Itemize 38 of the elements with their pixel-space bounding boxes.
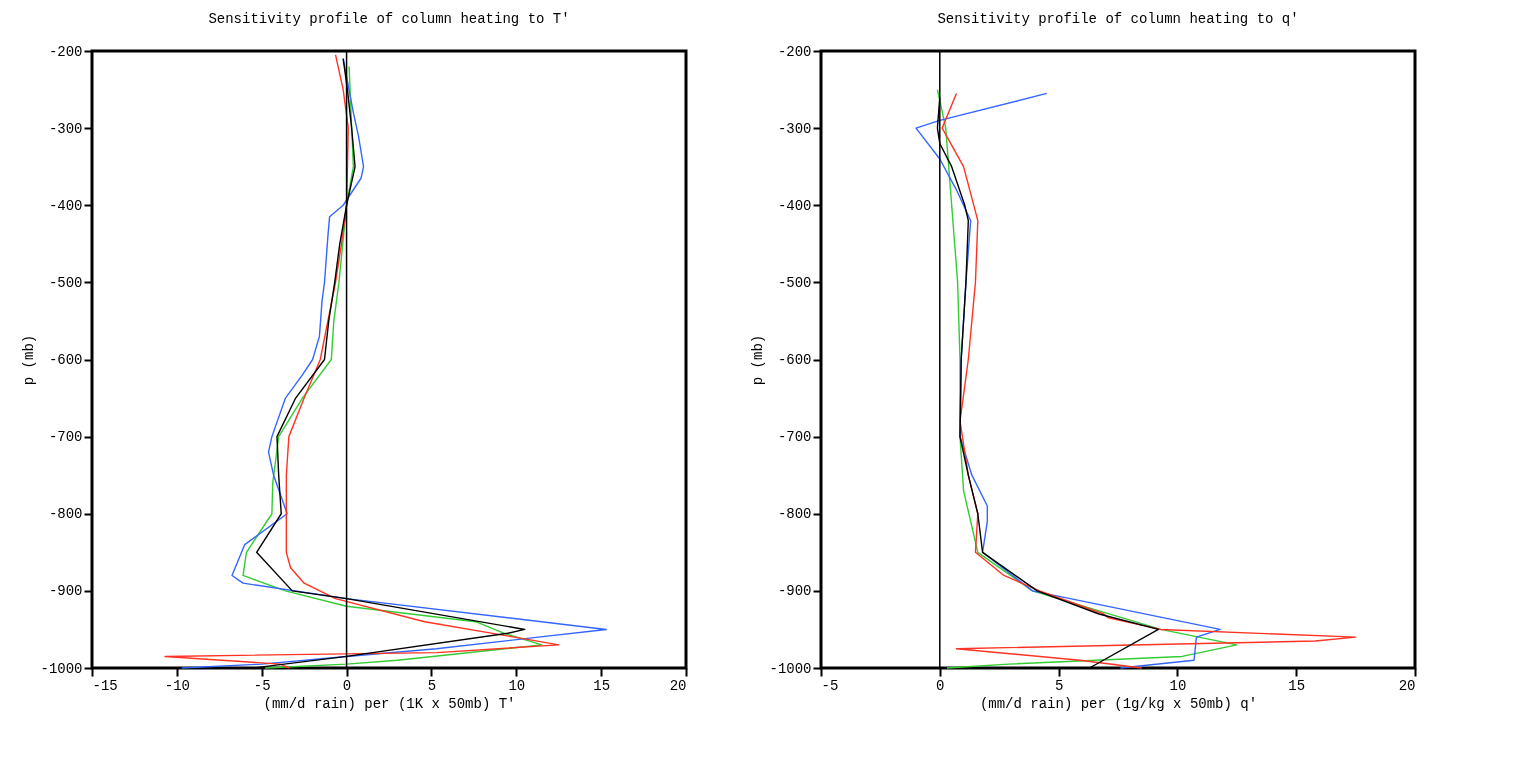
y-tick-label: -900 (48, 583, 83, 600)
chart-title: Sensitivity profile of column heating to q' (937, 11, 1299, 27)
x-tick-label: -10 (164, 677, 190, 694)
x-tick-label: 5 (427, 677, 437, 694)
x-axis-title: (mm/d rain) per (1g/kg x 50mb) q' (979, 695, 1258, 712)
y-tick-label: -500 (48, 274, 83, 291)
y-axis-title: p (mb) (21, 334, 38, 386)
y-tick-label: -300 (48, 120, 83, 137)
y-tick-label: -800 (48, 506, 83, 523)
x-tick-label: 15 (593, 677, 611, 694)
x-tick-label: 5 (1054, 677, 1064, 694)
y-tick-label: -1000 (769, 660, 812, 677)
y-tick-label: -700 (777, 429, 812, 446)
x-tick-label: -5 (253, 677, 271, 694)
x-tick-label: 15 (1288, 677, 1306, 694)
y-tick-label: -600 (48, 352, 83, 368)
y-tick-label: -200 (777, 43, 812, 60)
x-tick-label: -5 (821, 677, 839, 694)
y-tick-label: -1000 (40, 660, 83, 677)
x-tick-label: 0 (936, 677, 945, 694)
y-axis-title: p (mb) (750, 334, 767, 386)
x-tick-label: 10 (508, 677, 526, 694)
x-axis-title: (mm/d rain) per (1K x 50mb) T' (263, 695, 516, 712)
x-tick-label: 10 (1169, 677, 1187, 694)
y-tick-label: -900 (777, 583, 812, 600)
y-tick-label: -200 (48, 43, 83, 60)
y-tick-label: -800 (777, 506, 812, 523)
x-tick-label: -15 (92, 677, 118, 694)
x-tick-label: 0 (342, 677, 352, 694)
x-tick-label: 20 (1398, 677, 1416, 694)
y-tick-label: -300 (777, 120, 812, 137)
y-tick-label: -500 (777, 274, 812, 291)
x-tick-label: 20 (669, 677, 687, 694)
y-tick-label: -400 (48, 197, 83, 214)
y-tick-label: -600 (777, 352, 812, 368)
y-tick-label: -700 (48, 429, 83, 446)
y-tick-label: -400 (777, 197, 812, 214)
chart-title: Sensitivity profile of column heating to T' (208, 11, 570, 27)
